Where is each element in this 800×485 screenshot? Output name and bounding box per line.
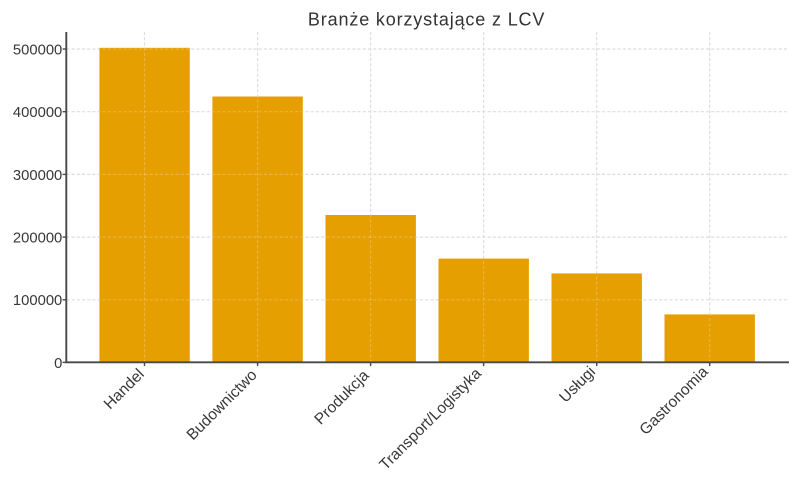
svg-text:400000: 400000 [13, 105, 62, 121]
svg-text:0: 0 [54, 356, 62, 372]
svg-text:100000: 100000 [13, 293, 62, 309]
svg-text:Branże korzystające z LCV: Branże korzystające z LCV [308, 10, 545, 30]
svg-text:300000: 300000 [13, 168, 62, 184]
svg-text:500000: 500000 [13, 42, 62, 58]
svg-text:200000: 200000 [13, 231, 62, 247]
